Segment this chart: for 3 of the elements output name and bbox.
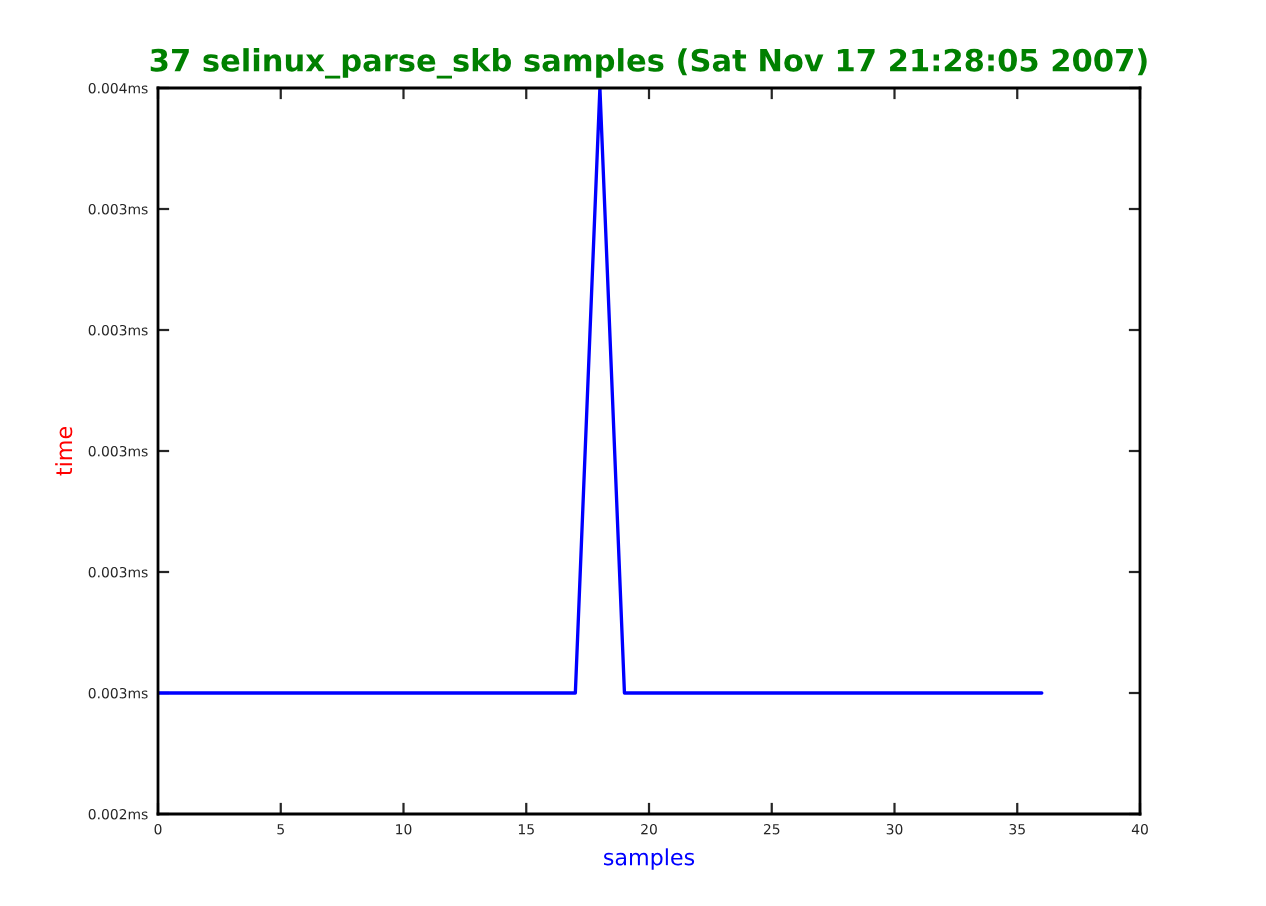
x-axis-title: samples xyxy=(604,848,695,870)
y-axis-title: time xyxy=(55,427,73,476)
chart-title: 37 selinux_parse_skb samples (Sat Nov 17 21:28:05 2007) xyxy=(150,48,1147,79)
